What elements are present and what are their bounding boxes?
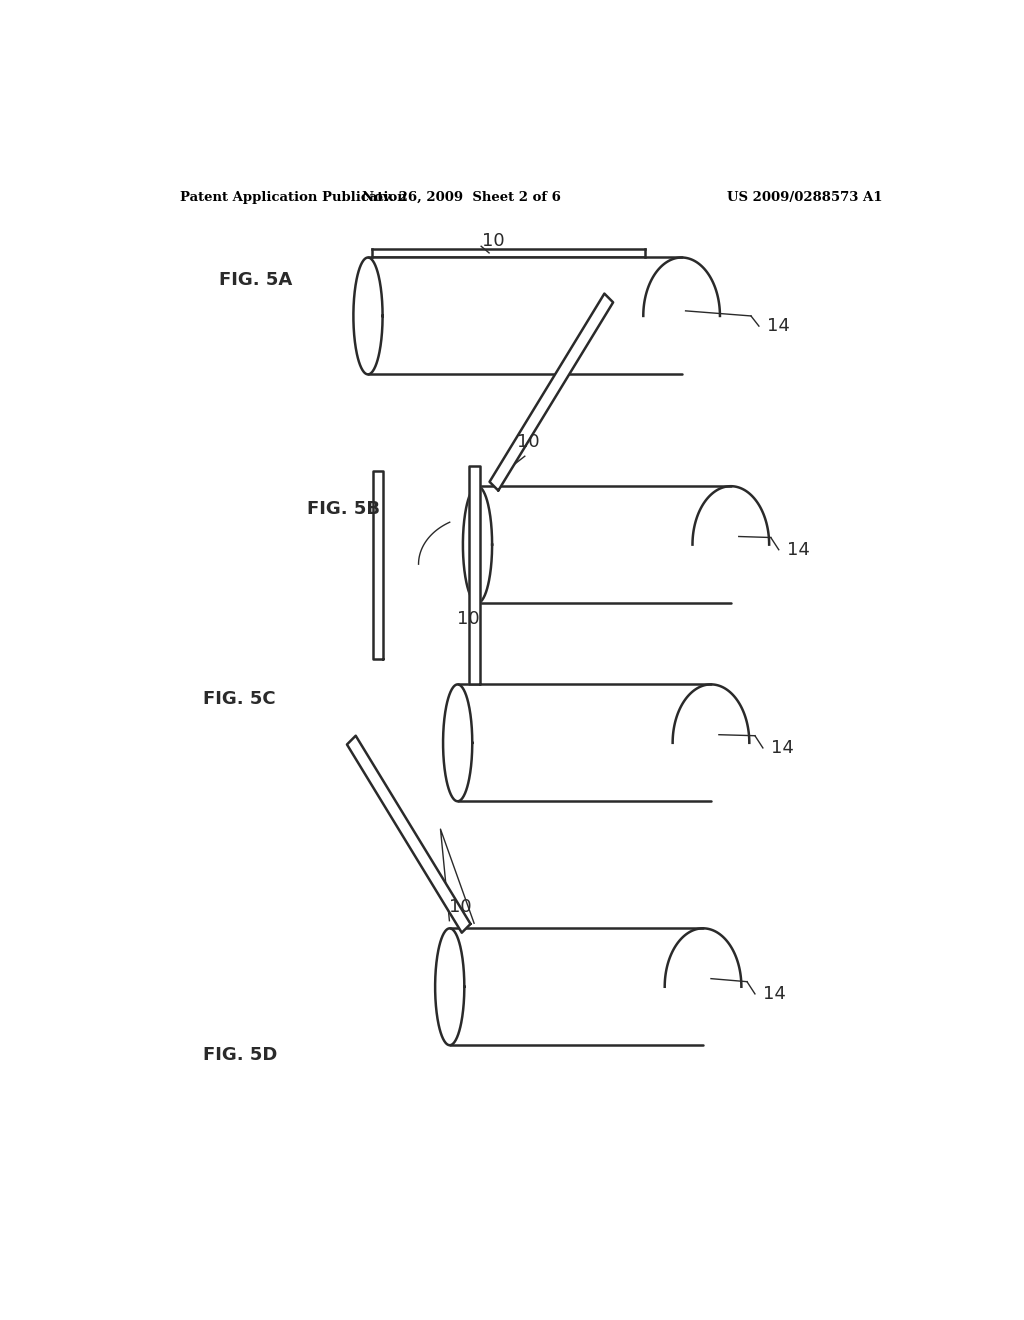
Text: 14: 14 xyxy=(763,985,785,1003)
Text: FIG. 5B: FIG. 5B xyxy=(306,500,380,517)
Text: Patent Application Publication: Patent Application Publication xyxy=(179,190,407,203)
Text: 10: 10 xyxy=(481,232,505,249)
Text: FIG. 5D: FIG. 5D xyxy=(204,1045,278,1064)
Polygon shape xyxy=(373,471,383,659)
Text: 14: 14 xyxy=(767,317,790,335)
Text: 10: 10 xyxy=(450,898,472,916)
Text: Nov. 26, 2009  Sheet 2 of 6: Nov. 26, 2009 Sheet 2 of 6 xyxy=(361,190,561,203)
Text: US 2009/0288573 A1: US 2009/0288573 A1 xyxy=(727,190,883,203)
Text: 10: 10 xyxy=(458,610,480,628)
Text: FIG. 5A: FIG. 5A xyxy=(219,272,293,289)
Text: 10: 10 xyxy=(517,433,540,451)
Polygon shape xyxy=(469,466,479,684)
Text: 14: 14 xyxy=(786,541,810,558)
Text: 14: 14 xyxy=(771,739,794,756)
Text: FIG. 5C: FIG. 5C xyxy=(204,690,276,708)
Polygon shape xyxy=(489,293,613,491)
Polygon shape xyxy=(347,735,471,933)
